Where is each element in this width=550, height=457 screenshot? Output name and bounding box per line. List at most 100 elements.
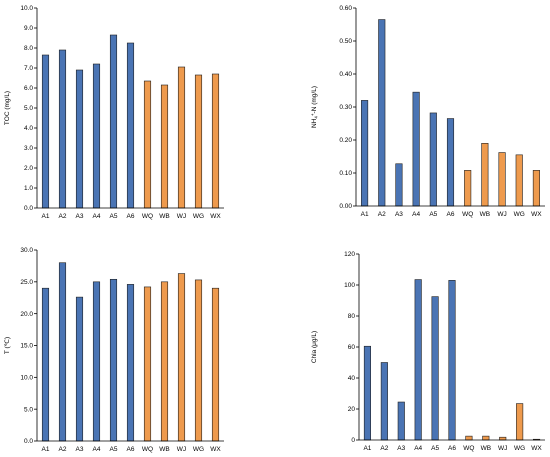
bar-wq (143, 80, 152, 209)
bar-a4 (414, 279, 422, 441)
x-tick-label: WX (531, 211, 542, 218)
x-tick-label: WG (193, 446, 204, 453)
x-tick-label: WG (193, 213, 204, 220)
bar-wq (465, 435, 473, 441)
x-tick-label: WJ (498, 445, 507, 452)
bar-wg (515, 154, 523, 207)
bar-a6 (126, 42, 135, 209)
y-tick-label: 0.50 (339, 38, 352, 45)
y-tick-label: 5.0 (24, 406, 33, 413)
y-tick-label: 40 (348, 375, 356, 382)
x-tick-label: WJ (177, 446, 186, 453)
x-tick-label: A2 (380, 445, 388, 452)
bar-wj (499, 436, 507, 441)
y-tick-label: 0.0 (24, 205, 33, 212)
bar-a2 (58, 49, 67, 209)
bar-a4 (92, 281, 101, 442)
nh4-chart: 0.00 0.10 0.20 0.30 0.40 0.50 0.60 A1 A2 A3 A4 A5 A6… (310, 5, 545, 218)
x-tick-label: WB (481, 445, 491, 452)
x-tick-label: A3 (76, 213, 84, 220)
x-tick-label: A3 (397, 445, 405, 452)
bar-a5 (429, 112, 437, 207)
x-tick-label: A4 (93, 213, 101, 220)
y-tick-label: 25.0 (20, 279, 33, 286)
temperature-chart: 0.0 5.0 10.0 15.0 20.0 25.0 30.0 A1 A2 A3 A4 A5 A6 WQ… (4, 247, 224, 453)
x-tick-label: WB (480, 211, 490, 218)
x-tick-label: WB (159, 213, 169, 220)
y-tick-label: 1.0 (24, 185, 33, 192)
x-tick-label: A4 (93, 446, 101, 453)
y-tick-label: 0.0 (24, 438, 33, 445)
bar-wj (498, 152, 506, 207)
y-tick-label: 0.60 (339, 5, 352, 12)
x-tick-label: WJ (177, 213, 186, 220)
x-tick-label: A6 (447, 211, 455, 218)
bar-a4 (412, 91, 420, 207)
bar-a2 (58, 262, 67, 442)
x-tick-label: A4 (414, 445, 422, 452)
y-tick-label: 80 (348, 313, 356, 320)
y-axis-title: TOC (mg/L) (4, 91, 11, 125)
y-tick-label: 0.00 (339, 203, 352, 210)
bar-a5 (431, 296, 439, 441)
x-tick-label: WQ (462, 211, 473, 218)
x-tick-label: A5 (431, 445, 439, 452)
y-tick-label: 0 (351, 437, 355, 444)
x-tick-label: WB (159, 446, 169, 453)
bar-a4 (92, 63, 101, 209)
x-tick-label: A6 (448, 445, 456, 452)
y-tick-label: 15.0 (20, 343, 33, 350)
toc-chart: 0.0 1.0 2.0 3.0 4.0 5.0 6.0 7.0 8.0 9.0 10.0 A1 A2 A3… (4, 5, 224, 220)
y-axis-title: Chla (μg/L) (311, 331, 318, 363)
bar-wx (532, 170, 540, 207)
bar-wj (177, 66, 186, 209)
bar-wq (464, 170, 472, 207)
y-tick-label: 30.0 (20, 247, 33, 254)
y-tick-label: 8.0 (24, 45, 33, 52)
y-tick-label: 6.0 (24, 85, 33, 92)
x-tick-label: WX (531, 445, 542, 452)
y-tick-label: 7.0 (24, 65, 33, 72)
bar-a1 (41, 287, 50, 442)
y-tick-label: 60 (348, 344, 356, 351)
bar-wb (160, 281, 169, 442)
y-tick-label: 20 (348, 406, 356, 413)
bar-wq (143, 286, 152, 442)
bar-a2 (378, 19, 386, 207)
y-axis-title: NH4+-N (mg/L) (310, 86, 319, 128)
bar-a3 (75, 69, 84, 209)
bar-wg (194, 279, 203, 442)
chla-chart: 0 20 40 60 80 100 120 A1 A2 A3 A4 A5 A6 WQ WB WJ WG WX Chl… (311, 251, 545, 452)
x-tick-label: WQ (142, 446, 153, 453)
x-tick-label: A3 (395, 211, 403, 218)
x-tick-label: A1 (42, 446, 50, 453)
x-tick-label: A5 (429, 211, 437, 218)
bar-a3 (75, 296, 84, 442)
x-tick-label: A5 (110, 446, 118, 453)
y-tick-label: 9.0 (24, 25, 33, 32)
x-tick-label: A6 (127, 213, 135, 220)
bar-a1 (41, 54, 50, 209)
x-tick-label: A2 (59, 446, 67, 453)
y-tick-label: 10.0 (20, 375, 33, 382)
bar-a3 (397, 401, 405, 441)
bar-wb (482, 435, 490, 441)
bar-a6 (446, 118, 455, 207)
bar-a3 (395, 163, 403, 207)
bar-wx (211, 287, 220, 442)
x-tick-label: WX (210, 213, 221, 220)
x-tick-label: A2 (378, 211, 386, 218)
bar-a5 (109, 34, 118, 209)
y-tick-label: 100 (344, 282, 355, 289)
y-tick-label: 2.0 (24, 165, 33, 172)
y-tick-label: 10.0 (20, 5, 33, 12)
x-tick-label: WQ (463, 445, 474, 452)
x-tick-label: A1 (363, 445, 371, 452)
x-tick-label: WJ (497, 211, 506, 218)
x-tick-label: WQ (142, 213, 153, 220)
y-tick-label: 20.0 (20, 311, 33, 318)
bar-a2 (380, 362, 388, 441)
bar-wg (516, 403, 524, 441)
y-tick-label: 3.0 (24, 145, 33, 152)
